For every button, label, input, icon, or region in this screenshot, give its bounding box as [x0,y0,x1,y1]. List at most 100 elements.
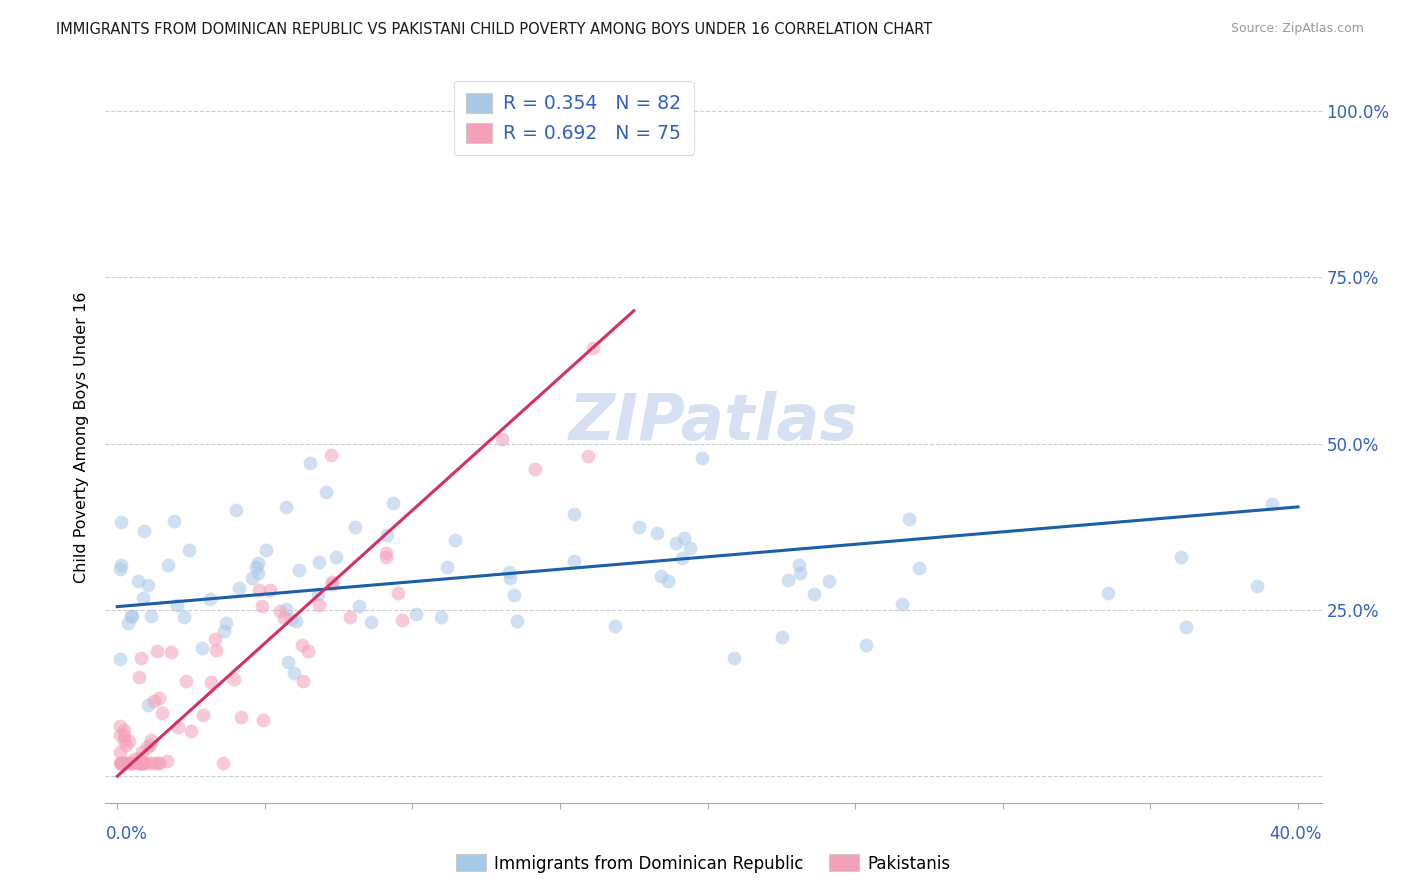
Point [247,582,270,597]
Point [110,651,132,665]
Point [429,610,451,624]
Point [259,582,281,597]
Text: Source: ZipAtlas.com: Source: ZipAtlas.com [1230,22,1364,36]
Point [524,462,547,476]
Point [111,756,134,770]
Point [204,632,226,646]
Point [803,587,825,601]
Point [776,573,799,587]
Point [339,609,361,624]
Point [391,613,413,627]
Point [120,756,142,770]
Point [108,718,131,732]
Point [141,608,163,623]
Point [212,624,235,638]
Legend: Immigrants from Dominican Republic, Pakistanis: Immigrants from Dominican Republic, Paki… [449,847,957,880]
Point [114,756,136,770]
Point [240,571,263,585]
Point [1246,579,1268,593]
Point [146,756,169,770]
Point [252,713,274,727]
Point [692,451,714,466]
Point [273,611,295,625]
Point [254,543,277,558]
Point [347,599,370,613]
Point [499,571,522,585]
Point [491,432,513,446]
Point [678,541,700,555]
Point [135,739,157,754]
Point [200,675,222,690]
Point [120,756,142,770]
Point [143,694,166,708]
Point [136,578,159,592]
Point [645,526,668,541]
Point [321,575,343,590]
Point [1175,620,1198,634]
Point [770,630,793,644]
Point [280,612,302,626]
Point [108,745,131,759]
Point [269,604,291,618]
Point [146,644,169,658]
Point [112,733,135,747]
Point [159,645,181,659]
Point [443,533,465,547]
Point [855,638,877,652]
Point [139,733,162,747]
Point [128,756,150,770]
Point [277,655,299,669]
Point [179,543,201,558]
Point [142,756,165,770]
Point [166,720,188,734]
Point [498,566,520,580]
Point [117,615,139,630]
Point [291,673,314,688]
Point [112,723,135,738]
Point [360,615,382,629]
Point [907,561,929,575]
Point [121,756,143,770]
Point [650,569,672,583]
Point [298,456,321,470]
Point [136,698,159,712]
Point [148,756,170,770]
Point [657,574,679,588]
Point [127,756,149,770]
Point [374,546,396,560]
Text: ZIPatlas: ZIPatlas [569,392,858,453]
Point [112,728,135,742]
Point [789,566,811,581]
Point [246,556,269,570]
Point [789,558,811,572]
Point [163,514,186,528]
Point [128,574,150,589]
Point [315,484,337,499]
Point [505,614,527,628]
Point [582,341,605,355]
Point [205,643,228,657]
Point [180,724,202,739]
Point [1170,549,1192,564]
Point [173,610,195,624]
Point [128,756,150,770]
Point [132,591,155,606]
Point [576,449,599,463]
Point [375,549,398,564]
Point [276,500,298,515]
Point [562,554,585,568]
Point [628,519,651,533]
Point [222,672,245,686]
Point [115,738,138,752]
Point [228,581,250,595]
Point [274,601,297,615]
Text: 0.0%: 0.0% [105,825,148,843]
Point [156,754,179,768]
Point [818,574,841,589]
Text: 40.0%: 40.0% [1270,825,1322,843]
Point [191,707,214,722]
Point [176,673,198,688]
Point [129,756,152,770]
Point [503,588,526,602]
Point [405,607,427,621]
